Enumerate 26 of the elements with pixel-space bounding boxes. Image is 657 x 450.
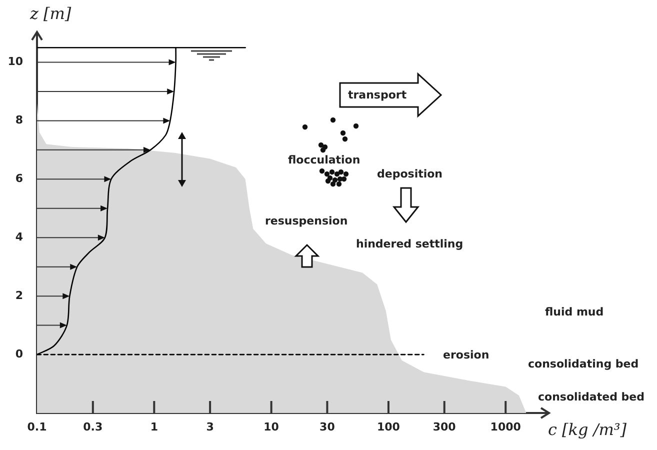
y-tick-label: 6 <box>15 172 24 186</box>
y-tick-label: 2 <box>15 288 23 302</box>
y-tick-label: 0 <box>15 347 24 360</box>
annotation: flocculation <box>288 154 360 166</box>
annotation: deposition <box>377 168 443 180</box>
x-tick-label: 1000 <box>490 420 522 434</box>
y-tick-label: 8 <box>15 114 23 127</box>
x-axis-title: c [kg /m³] <box>548 420 627 439</box>
x-tick-label: 0.3 <box>83 420 103 434</box>
annotation: consolidating bed <box>528 358 639 370</box>
x-tick-label: 3 <box>206 420 214 434</box>
y-axis-title: z [m] <box>30 4 72 23</box>
x-tick-label: 30 <box>320 420 336 434</box>
annotation: fluid mud <box>545 306 604 318</box>
annotation: erosion <box>443 348 490 362</box>
annotation: resuspension <box>265 214 348 228</box>
x-tick-label: 0.1 <box>27 420 47 434</box>
annotation: hindered settling <box>356 238 464 250</box>
x-tick-label: 10 <box>264 420 280 434</box>
x-tick-label: 300 <box>432 420 456 434</box>
y-tick-label: 10 <box>8 55 24 68</box>
annotation: transport <box>348 88 407 102</box>
x-tick-label: 100 <box>376 420 400 434</box>
annotation: consolidated bed <box>538 390 644 404</box>
y-tick-label: 4 <box>15 230 24 244</box>
x-tick-label: 1 <box>150 420 158 434</box>
